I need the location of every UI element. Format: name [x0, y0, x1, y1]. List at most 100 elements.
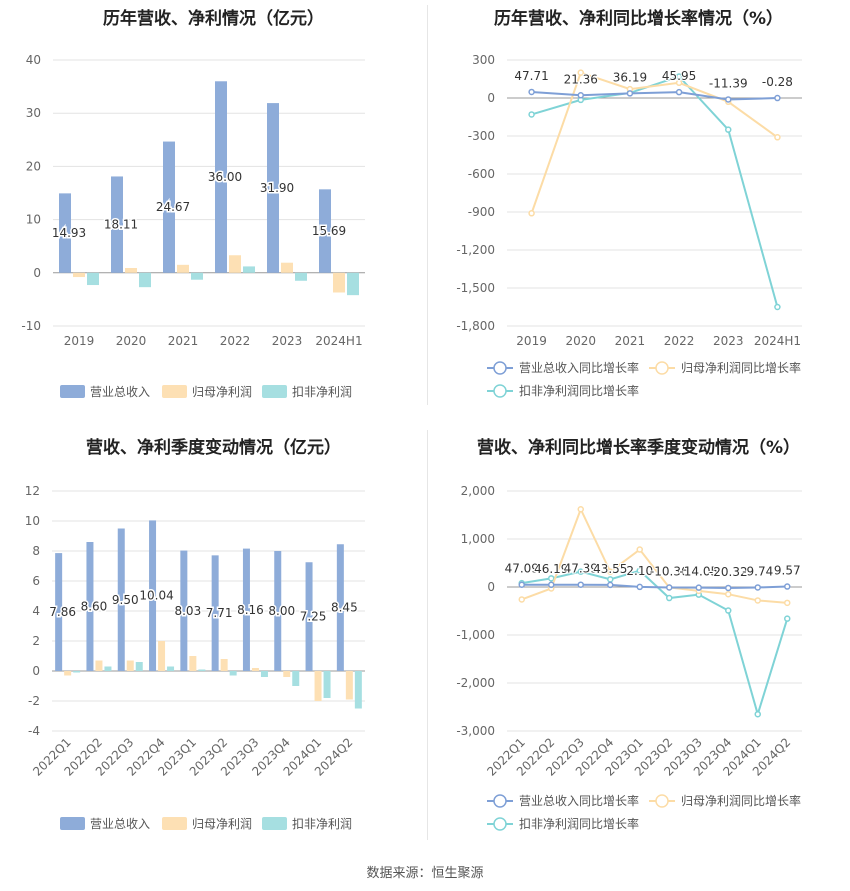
data-label: 46.19: [534, 562, 568, 576]
legend-marker: [655, 794, 669, 808]
annual-growth-chart: 300 0 -300 -600 -900 -1,200 -1,500 -1,800 47.71 2…: [456, 53, 802, 398]
bar: [135, 662, 143, 671]
data-label: 14.93: [52, 226, 86, 240]
y-tick-label: -10: [21, 319, 41, 333]
data-label: 36.19: [613, 70, 647, 84]
data-point: [774, 303, 781, 311]
data-point: [548, 581, 555, 589]
bar: [215, 81, 227, 273]
data-label: 7.25: [300, 610, 327, 624]
data-label: 2.10: [626, 564, 653, 578]
data-label: 18.11: [104, 218, 138, 232]
data-point: [784, 583, 791, 590]
chart-title: 历年营收、净利同比增长率情况（%）: [493, 9, 784, 29]
x-tick-label: 2021: [615, 334, 646, 348]
annual-revenue-profit-panel: 历年营收、净利情况（亿元） -10 0 10 20 30 40 14.93 2019 18.11…: [0, 0, 427, 410]
bar: [191, 272, 203, 280]
data-label: 21.36: [564, 72, 598, 86]
legend-marker: [655, 361, 669, 375]
chart-title: 营收、净利季度变动情况（亿元）: [86, 438, 341, 458]
legend-swatch: [262, 817, 287, 830]
data-point: [636, 583, 643, 591]
bar: [267, 103, 279, 273]
data-point: [725, 584, 732, 592]
y-tick-label: -1,200: [456, 243, 495, 257]
data-point: [518, 596, 525, 603]
y-tick-label: 0: [487, 580, 495, 594]
legend-swatch: [162, 385, 187, 398]
x-tick-label: 2024H1: [754, 334, 801, 348]
legend-label: 归母净利润: [192, 385, 252, 399]
data-point: [774, 94, 781, 102]
bar: [211, 555, 219, 671]
data-label: 8.16: [237, 603, 264, 617]
legend-label: 扣非净利润: [292, 385, 352, 399]
bar: [59, 193, 71, 273]
data-point: [675, 88, 683, 96]
bar: [117, 528, 125, 671]
bar: [55, 553, 63, 671]
series-line: [531, 75, 779, 308]
bar: [333, 272, 345, 293]
legend-marker: [493, 817, 507, 831]
legend-swatch: [262, 385, 287, 398]
bar: [126, 660, 134, 671]
data-label: 47.71: [514, 69, 548, 83]
legend-marker: [493, 384, 507, 398]
y-tick-label: -4: [28, 724, 40, 738]
bar: [295, 272, 307, 281]
bar: [64, 671, 72, 676]
y-tick-label: 300: [472, 53, 495, 67]
legend-label: 归母净利润同比增长率: [681, 793, 801, 808]
x-tick-label: 2020: [116, 334, 147, 348]
data-point: [675, 73, 683, 80]
data-point: [725, 126, 732, 133]
y-tick-label: -2,000: [456, 676, 495, 690]
bar: [149, 520, 157, 671]
bar: [260, 671, 268, 677]
y-tick-label: -2: [28, 694, 40, 708]
bar: [319, 189, 331, 273]
legend-swatch: [162, 817, 187, 830]
bar: [281, 262, 293, 273]
data-label: 7.86: [49, 605, 76, 619]
data-label: -20.32: [709, 565, 748, 579]
y-tick-label: -900: [468, 205, 495, 219]
bar: [314, 671, 322, 701]
data-point: [607, 576, 614, 583]
x-tick-label: 2019: [516, 334, 547, 348]
annual-revenue-profit-chart: -10 0 10 20 30 40 14.93 2019 18.11 2020 24.67 2021 3…: [21, 53, 365, 399]
data-point: [725, 607, 732, 614]
data-point: [754, 710, 761, 718]
bar: [323, 671, 331, 698]
y-tick-label: 0: [487, 91, 495, 105]
series-line: [521, 569, 789, 718]
bar: [354, 671, 362, 709]
data-point: [784, 615, 791, 622]
data-point: [774, 134, 781, 141]
x-tick-label: 2020: [565, 334, 596, 348]
series-line: [521, 506, 788, 604]
data-point: [577, 92, 584, 99]
data-label: 43.55: [593, 562, 627, 576]
bar: [243, 266, 255, 273]
data-point: [577, 568, 584, 575]
x-tick-label: 2023: [713, 334, 744, 348]
bar: [251, 668, 259, 671]
data-point: [754, 597, 761, 604]
y-tick-label: 4: [32, 604, 40, 618]
bar: [104, 666, 112, 671]
bar: [163, 141, 175, 273]
chart-title: 营收、净利同比增长率季度变动情况（%）: [476, 438, 801, 458]
y-tick-label: 40: [26, 53, 41, 67]
data-label: 24.67: [156, 200, 190, 214]
data-label: 36.00: [208, 170, 242, 184]
panel-divider-top: [427, 5, 428, 405]
legend-marker: [493, 794, 507, 808]
bar: [347, 272, 359, 296]
data-label: 31.90: [260, 181, 294, 195]
data-point: [725, 590, 732, 598]
data-label: 8.45: [331, 601, 358, 615]
bar: [198, 669, 206, 671]
quarterly-revenue-profit-chart: -4-20246810127.862022Q18.602022Q29.50202…: [25, 484, 365, 831]
